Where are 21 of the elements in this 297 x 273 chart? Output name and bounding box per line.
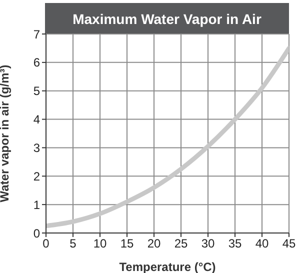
- x-tick-label: 0: [42, 236, 50, 251]
- y-axis-title: Water vapor in air (g/m³): [0, 64, 12, 202]
- chart-title: Maximum Water Vapor in Air: [45, 3, 289, 34]
- x-tick-label: 15: [120, 236, 134, 251]
- x-tick-label: 30: [201, 236, 215, 251]
- y-tick-label: 1: [33, 198, 40, 212]
- y-tick-label: 2: [33, 169, 40, 184]
- x-tick-label: 25: [174, 236, 188, 251]
- x-tick-label: 45: [282, 236, 296, 251]
- y-tick-label: 0: [33, 226, 40, 240]
- y-tick-label: 3: [33, 140, 40, 155]
- x-tick-label: 5: [70, 236, 77, 251]
- y-tick-label: 4: [33, 112, 40, 127]
- line-series: [46, 46, 289, 228]
- x-tick-label: 35: [228, 236, 242, 251]
- y-tick-label: 6: [33, 56, 40, 70]
- x-tick-label: 20: [147, 236, 161, 251]
- y-tick-label: 5: [33, 84, 40, 98]
- y-tick-label: 7: [33, 27, 40, 42]
- x-tick-label: 40: [255, 236, 269, 251]
- x-tick-label: 10: [93, 236, 107, 251]
